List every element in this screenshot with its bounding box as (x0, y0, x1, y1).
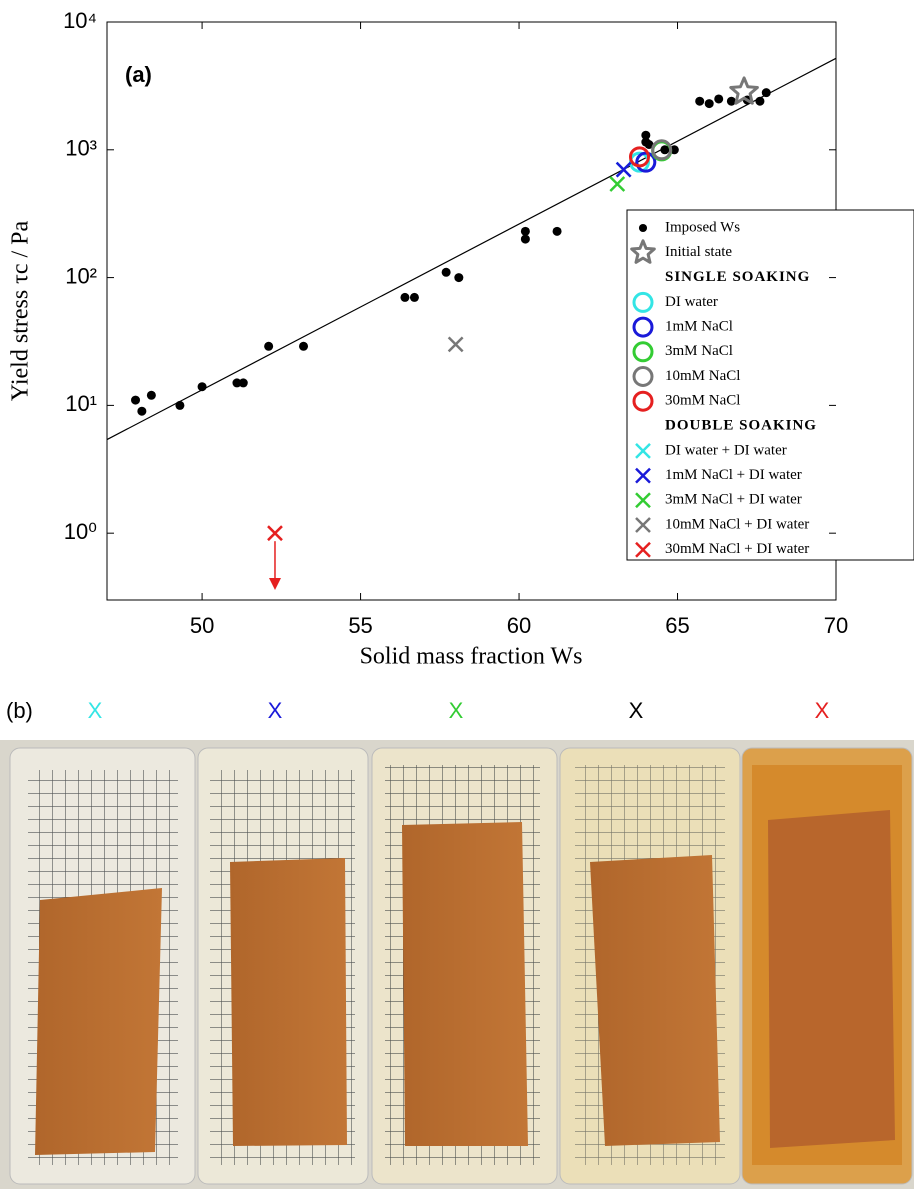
legend-label: 3mM NaCl (665, 343, 733, 359)
dot (232, 378, 242, 388)
dot (704, 99, 714, 109)
dot (441, 267, 451, 277)
dot (641, 137, 651, 147)
dot (695, 96, 705, 106)
photo (0, 740, 914, 1189)
cross-marker (635, 541, 651, 558)
circle-marker (632, 316, 654, 338)
dot (238, 378, 248, 388)
panel-label: (a) (125, 62, 152, 87)
panel-label: (b) (6, 698, 33, 723)
legend-heading: SINGLE SOAKING (665, 269, 810, 285)
circle-marker (632, 390, 654, 412)
dot (761, 88, 771, 98)
legend-heading: DOUBLE SOAKING (665, 417, 817, 433)
photo-marker: X (449, 698, 464, 723)
photo-marker: X (815, 698, 830, 723)
cross-marker (267, 525, 283, 542)
dot (714, 94, 724, 104)
dot (638, 223, 648, 233)
legend-label: 30mM NaCl (665, 393, 740, 409)
legend-box (626, 209, 914, 561)
dot (131, 395, 141, 405)
legend-label: 1mM NaCl + DI water (665, 467, 802, 483)
dot (726, 96, 736, 106)
dot (400, 292, 410, 302)
photo-marker: X (629, 698, 644, 723)
dot (137, 406, 147, 416)
dot (264, 341, 274, 351)
x-axis-label: Solid mass fraction Ws (360, 644, 583, 670)
y-tick-label: 10³ (65, 136, 97, 161)
dot (409, 292, 419, 302)
cross-marker (635, 467, 651, 484)
x-tick-label: 60 (507, 613, 531, 638)
y-tick-label: 10¹ (65, 391, 97, 416)
x-tick-label: 55 (348, 613, 372, 638)
legend-label: 1mM NaCl (665, 319, 733, 335)
cross-marker (635, 517, 651, 533)
legend-label: 10mM NaCl + DI water (665, 516, 809, 532)
x-tick-label: 65 (665, 613, 689, 638)
circle-marker (632, 341, 654, 363)
dot (146, 390, 156, 400)
circle-marker (635, 151, 657, 173)
legend-label: 30mM NaCl + DI water (665, 541, 809, 557)
circle-marker (632, 366, 654, 387)
y-tick-label: 10⁰ (64, 519, 97, 544)
dot (755, 96, 765, 106)
legend-label: 10mM NaCl (665, 368, 740, 384)
cross-marker (609, 176, 626, 192)
legend-label: Imposed Ws (665, 219, 740, 235)
dot (520, 226, 530, 236)
star-marker (630, 239, 656, 264)
photo-marker: X (268, 698, 283, 723)
photo-marker: X (88, 698, 103, 723)
y-axis-label: Yield stress τc / Pa (8, 221, 34, 402)
cross-marker (447, 336, 464, 353)
y-tick-label: 10⁴ (63, 8, 97, 33)
dot (454, 273, 464, 283)
circle-marker (651, 139, 673, 161)
arrow-head (268, 578, 281, 590)
legend-label: DI water (665, 294, 718, 310)
dot (641, 130, 651, 140)
y-tick-label: 10² (65, 263, 97, 288)
dot (660, 145, 670, 155)
dot (175, 400, 185, 410)
legend-label: Initial state (665, 244, 732, 260)
dot (299, 341, 309, 351)
circle-marker (632, 291, 654, 313)
legend-label: DI water + DI water (665, 442, 787, 458)
star-marker (729, 76, 759, 105)
dot (520, 234, 530, 244)
circle-marker (628, 146, 650, 168)
x-tick-label: 70 (824, 613, 848, 638)
cross-marker (635, 492, 651, 509)
dot (197, 382, 207, 392)
cross-marker (615, 161, 632, 178)
cross-marker (635, 443, 651, 459)
x-tick-label: 50 (190, 613, 214, 638)
legend-label: 3mM NaCl + DI water (665, 492, 802, 508)
dot (552, 226, 562, 236)
fit-line (106, 57, 837, 441)
